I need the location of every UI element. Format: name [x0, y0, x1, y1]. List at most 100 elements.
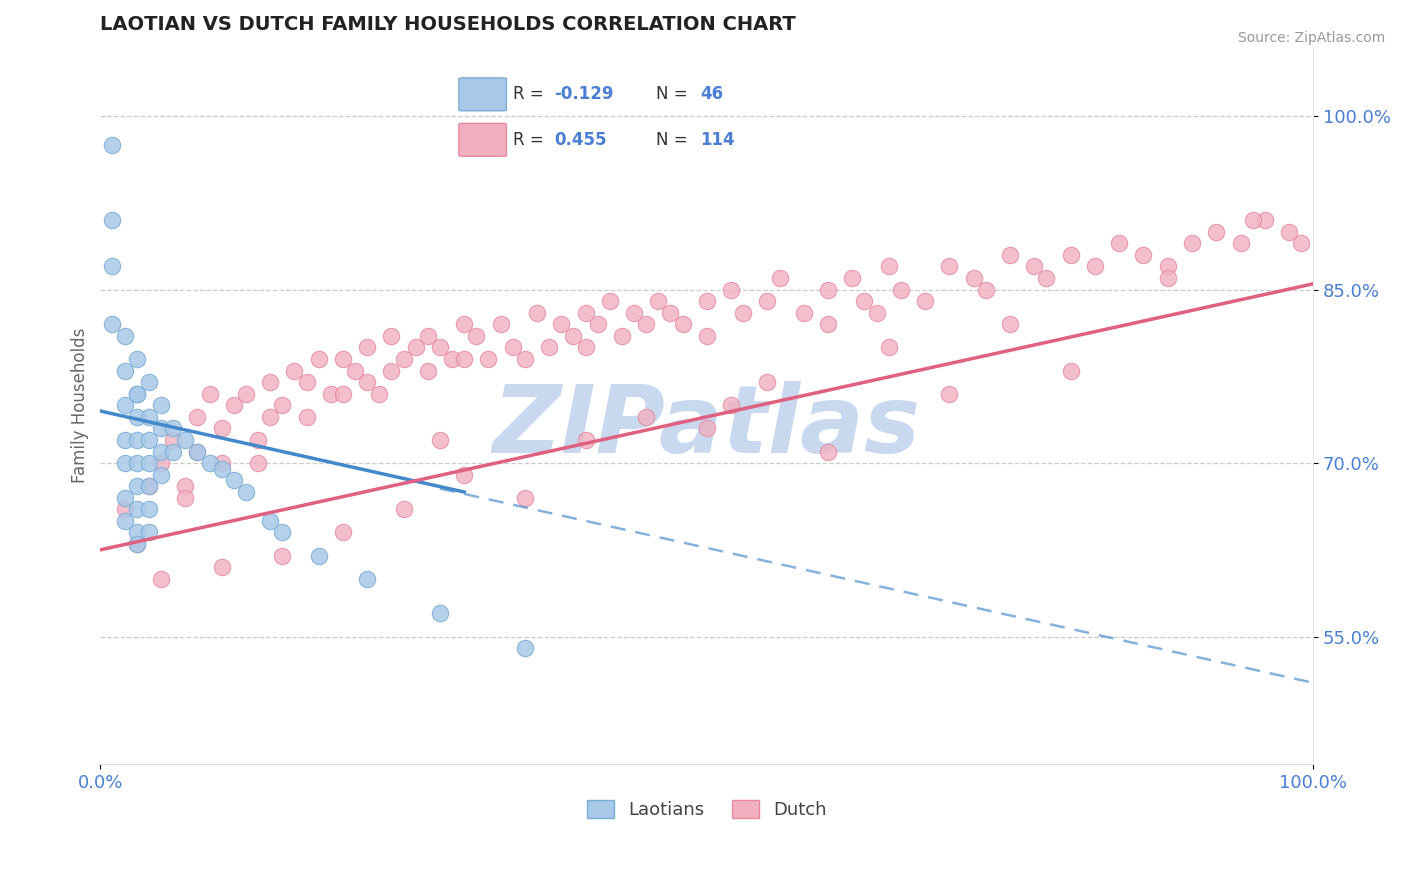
Point: [332, 525, 354, 540]
Point: [380, 363, 402, 377]
Point: [1060, 248, 1083, 262]
Point: [125, 456, 148, 470]
Point: [114, 433, 136, 447]
Point: [1060, 363, 1083, 377]
Point: [416, 363, 439, 377]
Point: [998, 248, 1021, 262]
Point: [211, 560, 233, 574]
Point: [696, 329, 718, 343]
Point: [647, 294, 669, 309]
Point: [513, 641, 536, 656]
Point: [429, 340, 451, 354]
Point: [174, 479, 197, 493]
Point: [259, 375, 281, 389]
Point: [1205, 225, 1227, 239]
Point: [1132, 248, 1154, 262]
Point: [125, 409, 148, 424]
Point: [235, 485, 257, 500]
Point: [453, 318, 475, 332]
Point: [114, 329, 136, 343]
Point: [198, 456, 221, 470]
Point: [720, 283, 742, 297]
Point: [114, 491, 136, 505]
Point: [211, 462, 233, 476]
Point: [877, 260, 900, 274]
Text: Source: ZipAtlas.com: Source: ZipAtlas.com: [1237, 31, 1385, 45]
Point: [513, 351, 536, 366]
Point: [526, 306, 548, 320]
Point: [768, 271, 790, 285]
Point: [247, 456, 270, 470]
Point: [1241, 213, 1264, 227]
Point: [344, 363, 367, 377]
Point: [114, 456, 136, 470]
Point: [125, 537, 148, 551]
Point: [125, 386, 148, 401]
Point: [332, 386, 354, 401]
Point: [101, 213, 124, 227]
Point: [405, 340, 427, 354]
Point: [138, 479, 160, 493]
Point: [271, 398, 294, 412]
Point: [671, 318, 693, 332]
Point: [125, 537, 148, 551]
Point: [125, 479, 148, 493]
Point: [271, 525, 294, 540]
Point: [392, 351, 415, 366]
Point: [696, 294, 718, 309]
Point: [101, 318, 124, 332]
Point: [610, 329, 633, 343]
Point: [1278, 225, 1301, 239]
Point: [138, 433, 160, 447]
Point: [150, 421, 173, 435]
Point: [101, 138, 124, 153]
Point: [174, 491, 197, 505]
Point: [756, 375, 779, 389]
Point: [380, 329, 402, 343]
Point: [538, 340, 561, 354]
Point: [150, 467, 173, 482]
Point: [963, 271, 986, 285]
Point: [659, 306, 682, 320]
Point: [453, 467, 475, 482]
Point: [308, 549, 330, 563]
Point: [211, 421, 233, 435]
Point: [938, 260, 960, 274]
Point: [453, 351, 475, 366]
Point: [1181, 236, 1204, 251]
Point: [271, 549, 294, 563]
Point: [502, 340, 524, 354]
Point: [114, 398, 136, 412]
Point: [465, 329, 488, 343]
Point: [235, 386, 257, 401]
Point: [162, 421, 184, 435]
Point: [125, 502, 148, 516]
Point: [222, 398, 245, 412]
Point: [841, 271, 863, 285]
Point: [974, 283, 997, 297]
Point: [1084, 260, 1107, 274]
Point: [1157, 260, 1180, 274]
Point: [938, 386, 960, 401]
Y-axis label: Family Households: Family Households: [72, 327, 89, 483]
Point: [1024, 260, 1046, 274]
Point: [114, 514, 136, 528]
Point: [198, 386, 221, 401]
Point: [356, 375, 378, 389]
Point: [1229, 236, 1251, 251]
Point: [222, 474, 245, 488]
Point: [138, 502, 160, 516]
Point: [636, 318, 658, 332]
Point: [853, 294, 876, 309]
Point: [623, 306, 645, 320]
Point: [817, 318, 839, 332]
Point: [138, 409, 160, 424]
Point: [150, 456, 173, 470]
Point: [319, 386, 342, 401]
Point: [125, 351, 148, 366]
Point: [295, 375, 318, 389]
Point: [138, 456, 160, 470]
Point: [793, 306, 815, 320]
Point: [1108, 236, 1130, 251]
Point: [429, 433, 451, 447]
